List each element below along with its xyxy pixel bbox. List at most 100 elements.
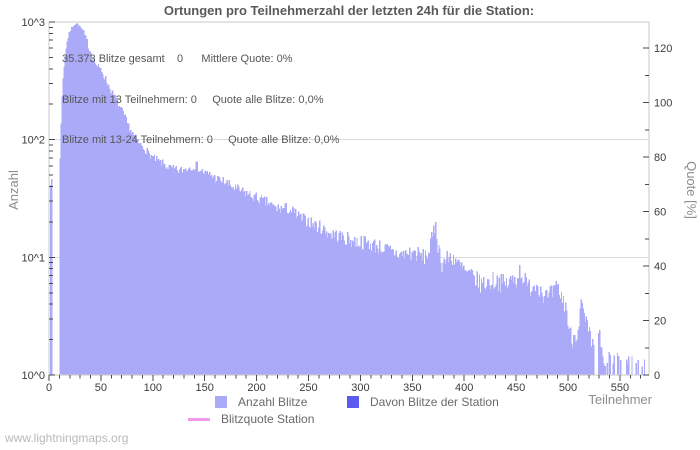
bar (511, 275, 514, 375)
bar (604, 366, 606, 375)
bar (232, 187, 235, 375)
bar (515, 284, 517, 375)
stats-line-13-24: Blitze mit 13-24 Teilnehmern: 0 Quote al… (62, 134, 340, 146)
x-tick-label: 350 (403, 382, 421, 394)
bar (87, 48, 89, 375)
bar (378, 253, 380, 375)
bar (448, 257, 451, 375)
bar (91, 59, 93, 376)
bar (371, 242, 374, 375)
bar (439, 248, 441, 375)
blitzquote-line-icon (188, 417, 210, 421)
bar (68, 32, 71, 376)
bar (290, 212, 293, 375)
bar (519, 264, 521, 375)
bar (262, 197, 265, 375)
bar (324, 227, 326, 375)
bar (258, 204, 261, 375)
bar (547, 297, 549, 375)
bar (586, 319, 589, 375)
bar (269, 205, 271, 375)
bar (79, 25, 81, 375)
bar (510, 280, 513, 375)
bar (60, 123, 62, 375)
bar (230, 187, 233, 375)
bar (470, 268, 472, 375)
bar (384, 244, 386, 375)
bar (213, 176, 215, 375)
bar (300, 214, 302, 375)
bar (119, 107, 121, 375)
bar (359, 246, 361, 375)
bar (517, 277, 519, 375)
bar (361, 249, 363, 375)
bar (603, 363, 605, 375)
bar (196, 161, 198, 375)
bar (204, 170, 207, 375)
bar (532, 286, 535, 375)
bar (229, 185, 232, 375)
bar (637, 359, 639, 375)
bar (201, 169, 203, 375)
bar (521, 277, 523, 375)
bar (271, 202, 273, 375)
bar (628, 356, 630, 375)
bar (565, 310, 568, 375)
bar (325, 234, 327, 375)
bar (495, 284, 497, 375)
bar (251, 198, 253, 375)
bar (350, 239, 352, 375)
bar (619, 359, 622, 375)
bar (88, 50, 90, 375)
bar (499, 292, 501, 375)
bar (190, 169, 192, 375)
bar (591, 338, 594, 375)
bar (540, 286, 542, 375)
bar (97, 63, 100, 376)
bar (537, 295, 540, 375)
bar (355, 246, 357, 375)
bar (224, 183, 226, 375)
bar (291, 206, 294, 375)
bar (99, 68, 102, 376)
bar (559, 298, 562, 375)
bar (252, 201, 254, 375)
bar (92, 61, 94, 375)
bar (111, 90, 113, 375)
bar (380, 251, 382, 375)
x-axis-label: Teilnehmer (588, 392, 652, 407)
bar (191, 171, 193, 375)
bar (220, 181, 222, 375)
bar (132, 132, 134, 375)
bar (187, 170, 189, 375)
bar (399, 252, 402, 375)
bar (568, 329, 570, 375)
bar (295, 209, 297, 375)
bar (328, 232, 330, 375)
bar (476, 271, 479, 375)
bar (215, 182, 217, 375)
bar (318, 220, 321, 375)
bar (435, 222, 437, 375)
bar (397, 258, 400, 375)
bar (553, 285, 555, 375)
bar (121, 108, 124, 376)
bar (576, 339, 578, 375)
bar (140, 143, 142, 375)
bar (606, 362, 608, 375)
bar (428, 253, 431, 375)
bar (584, 321, 587, 375)
bar (70, 26, 73, 375)
bar (572, 347, 574, 375)
bar (609, 355, 611, 375)
bar (527, 282, 529, 375)
bar (360, 236, 362, 375)
bar (446, 251, 448, 375)
bar (509, 276, 512, 375)
bar (106, 82, 108, 376)
bar (561, 302, 564, 375)
bar (110, 93, 112, 375)
bar (404, 258, 406, 375)
bar (136, 139, 138, 375)
